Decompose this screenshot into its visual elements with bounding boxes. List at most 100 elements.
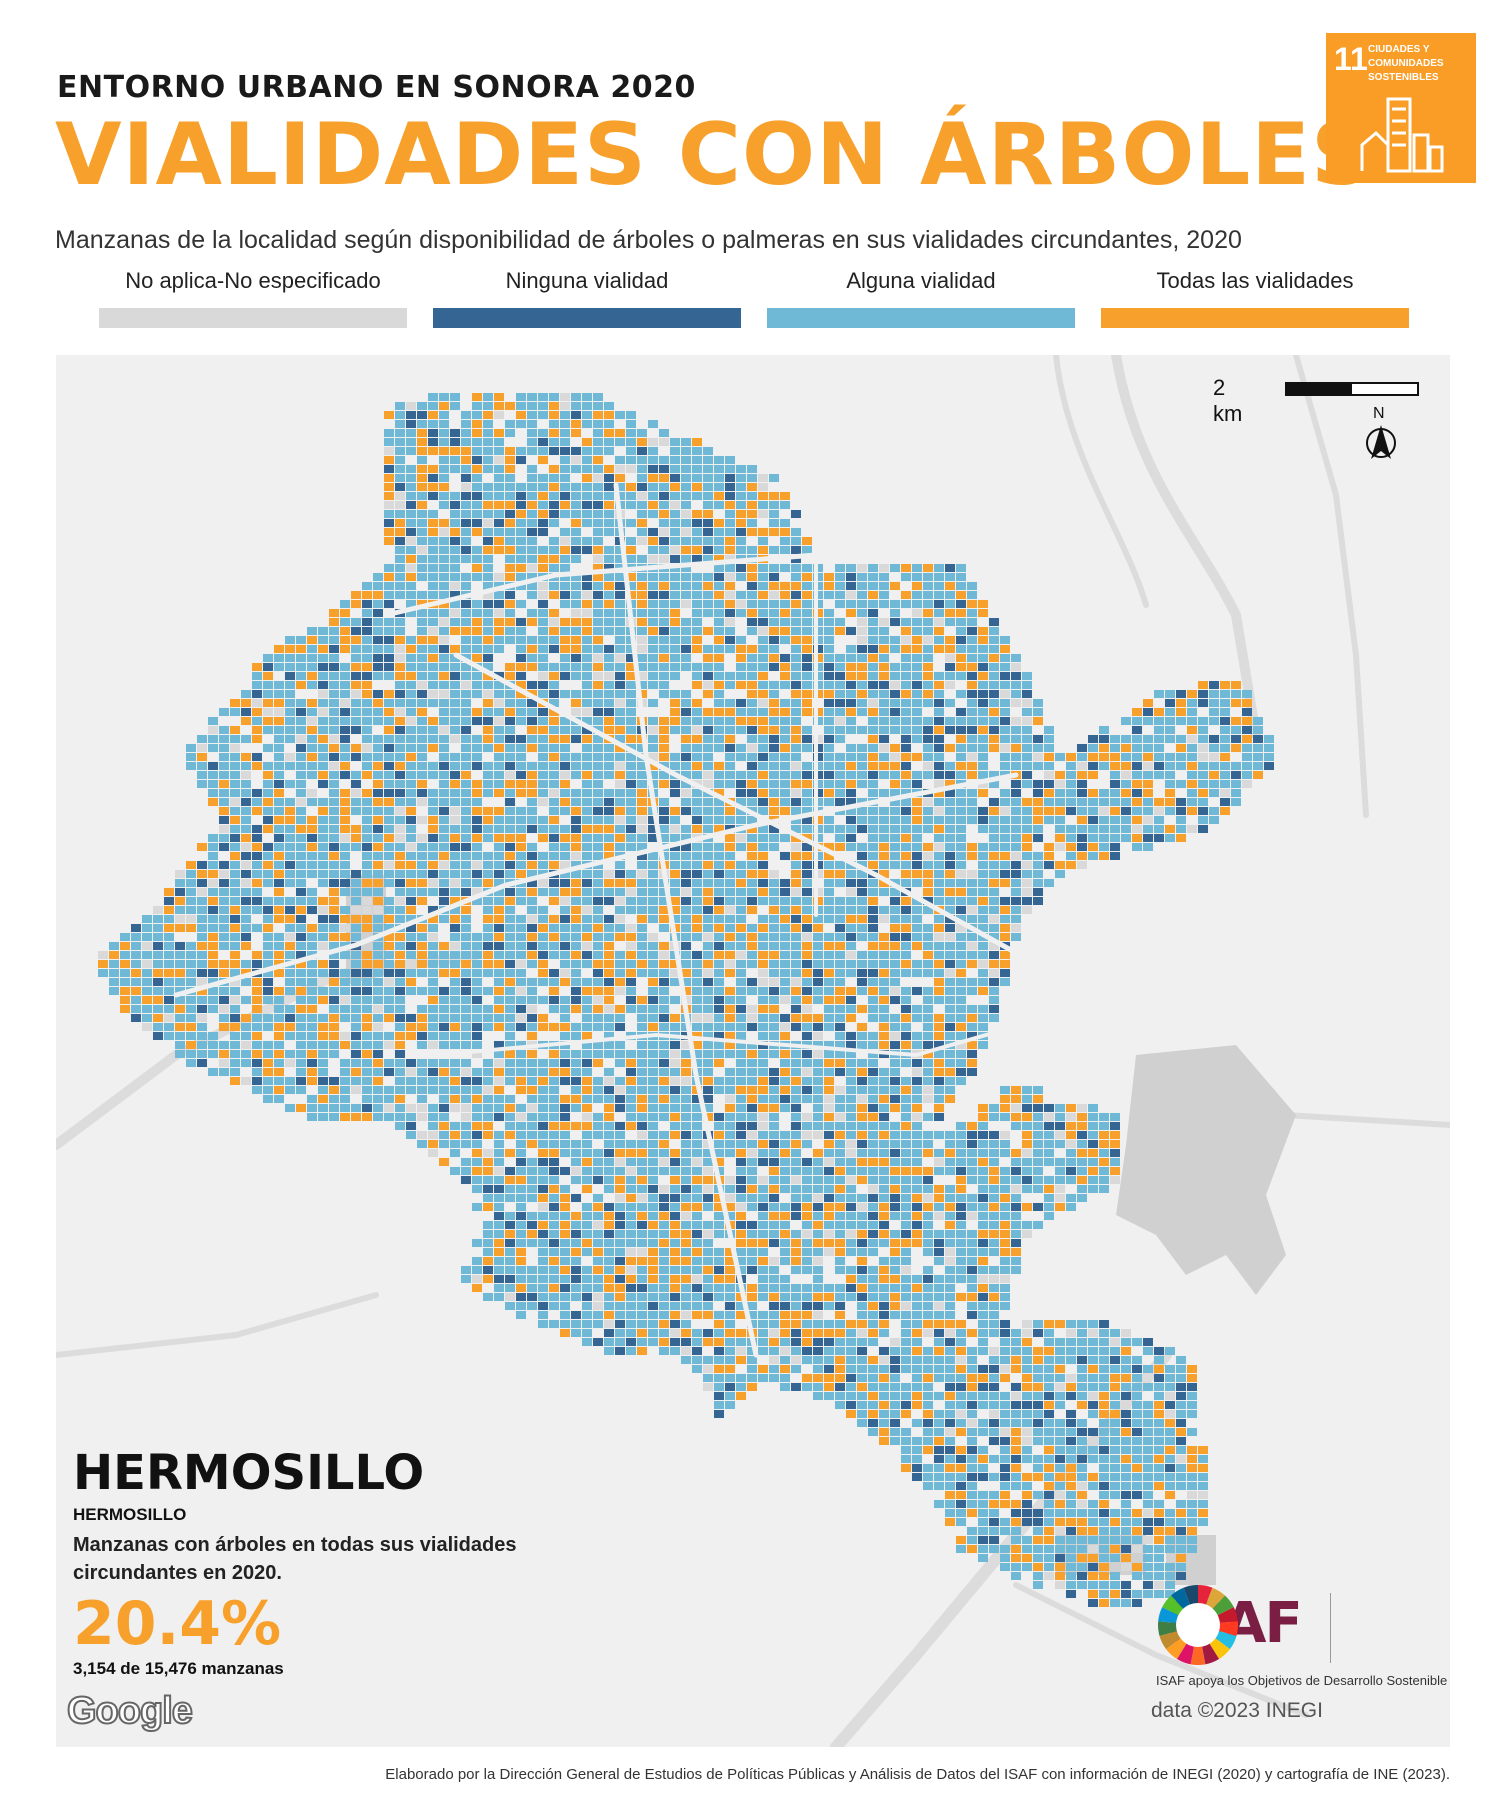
city-block <box>813 987 823 995</box>
city-block <box>384 753 394 761</box>
city-block <box>593 537 603 545</box>
city-block <box>780 744 790 752</box>
city-block <box>615 744 625 752</box>
city-block <box>142 924 152 932</box>
city-block <box>571 663 581 671</box>
city-block <box>604 546 614 554</box>
city-block <box>780 600 790 608</box>
city-block <box>703 483 713 491</box>
city-block <box>659 1095 669 1103</box>
city-block <box>703 996 713 1004</box>
city-block <box>615 1077 625 1085</box>
city-block <box>637 1095 647 1103</box>
city-block <box>747 717 757 725</box>
city-block <box>978 771 988 779</box>
city-block <box>714 528 724 536</box>
city-block <box>857 699 867 707</box>
city-block <box>923 1014 933 1022</box>
city-block <box>769 474 779 482</box>
city-block <box>791 942 801 950</box>
city-block <box>1165 798 1175 806</box>
city-block <box>615 978 625 986</box>
city-block <box>230 915 240 923</box>
city-block <box>241 1077 251 1085</box>
city-block <box>648 609 658 617</box>
city-block <box>417 960 427 968</box>
city-block <box>483 969 493 977</box>
city-block <box>483 681 493 689</box>
city-block <box>329 906 339 914</box>
city-block <box>142 915 152 923</box>
city-block <box>901 933 911 941</box>
city-block <box>967 771 977 779</box>
city-block <box>263 699 273 707</box>
city-block <box>725 1014 735 1022</box>
city-block <box>780 1014 790 1022</box>
city-block <box>428 960 438 968</box>
city-block <box>384 591 394 599</box>
city-block <box>428 771 438 779</box>
city-block <box>725 879 735 887</box>
city-block <box>1022 906 1032 914</box>
map-canvas[interactable] <box>56 355 1450 1747</box>
city-block <box>989 744 999 752</box>
city-block <box>241 1050 251 1058</box>
city-block <box>692 456 702 464</box>
city-block <box>659 915 669 923</box>
city-block <box>747 1041 757 1049</box>
city-block <box>384 456 394 464</box>
city-block <box>571 915 581 923</box>
city-block <box>890 690 900 698</box>
city-block <box>406 1023 416 1031</box>
city-block <box>450 564 460 572</box>
city-block <box>692 438 702 446</box>
city-block <box>395 834 405 842</box>
city-block <box>351 600 361 608</box>
city-block <box>912 960 922 968</box>
city-block <box>461 987 471 995</box>
city-map[interactable]: 2 km N HERMOSILLO HERMOSILLO Manzanas co… <box>56 355 1450 1747</box>
city-block <box>956 825 966 833</box>
city-block <box>241 852 251 860</box>
city-block <box>219 879 229 887</box>
city-block <box>780 978 790 986</box>
city-block <box>956 870 966 878</box>
city-block <box>593 708 603 716</box>
city-block <box>1110 753 1120 761</box>
city-block <box>626 996 636 1004</box>
city-block <box>725 906 735 914</box>
city-block <box>285 690 295 698</box>
city-block <box>648 1059 658 1067</box>
city-block <box>626 420 636 428</box>
city-block <box>780 528 790 536</box>
city-block <box>780 618 790 626</box>
city-block <box>945 1059 955 1067</box>
city-block <box>582 942 592 950</box>
city-block <box>516 600 526 608</box>
city-block <box>1143 762 1153 770</box>
city-block <box>307 1095 317 1103</box>
city-block <box>769 744 779 752</box>
city-block <box>472 1104 482 1112</box>
city-block <box>736 1077 746 1085</box>
city-block <box>582 402 592 410</box>
city-block <box>461 834 471 842</box>
city-block <box>780 933 790 941</box>
city-block <box>439 915 449 923</box>
city-block <box>494 1050 504 1058</box>
city-block <box>571 1104 581 1112</box>
city-block <box>593 573 603 581</box>
city-block <box>780 906 790 914</box>
city-block <box>164 987 174 995</box>
city-block <box>780 1059 790 1067</box>
city-block <box>714 555 724 563</box>
city-block <box>571 969 581 977</box>
city-block <box>714 879 724 887</box>
city-block <box>1132 816 1142 824</box>
city-block <box>131 969 141 977</box>
city-block <box>219 807 229 815</box>
city-block <box>593 807 603 815</box>
city-block <box>648 492 658 500</box>
city-block <box>208 1032 218 1040</box>
city-block <box>307 654 317 662</box>
